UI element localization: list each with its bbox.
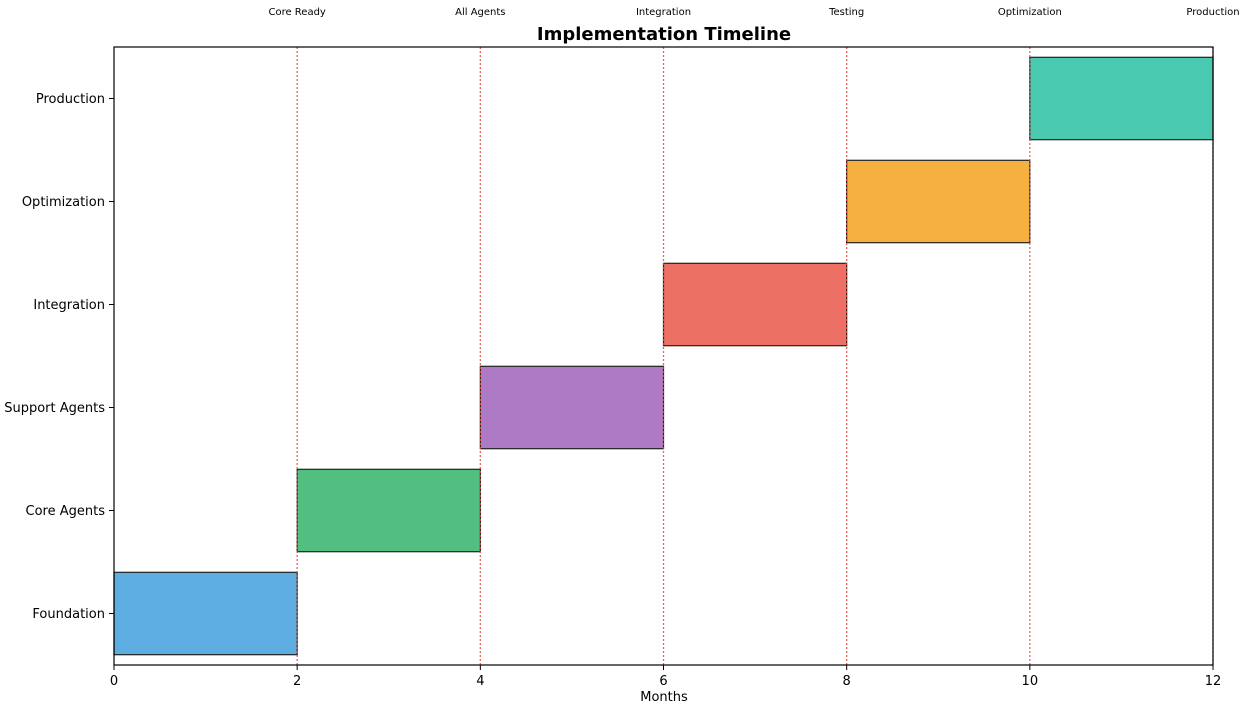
y-tick-label-production: Production: [36, 92, 105, 107]
milestone-label-optimization: Optimization: [998, 7, 1062, 18]
bar-production: [1029, 56, 1214, 141]
x-tick-label: 6: [659, 674, 667, 689]
plot-area: Core Ready All Agents Integration Testing Op…: [4, 7, 1239, 689]
x-axis-label: Months: [640, 690, 688, 705]
bar-core-agents: [296, 468, 481, 553]
x-tick-label: 10: [1022, 674, 1039, 689]
bar-integration: [662, 262, 848, 347]
x-tick-label: 8: [843, 674, 851, 689]
x-tick-label: 12: [1205, 674, 1222, 689]
bar-optimization: [846, 159, 1031, 244]
bar-foundation: [113, 571, 298, 656]
y-tick-label-foundation: Foundation: [32, 607, 105, 622]
y-tick-label-integration: Integration: [33, 298, 105, 313]
y-tick-label-support-agents: Support Agents: [4, 401, 105, 416]
y-tick-label-core-agents: Core Agents: [26, 504, 106, 519]
chart-title: Implementation Timeline: [537, 24, 791, 45]
x-tick-label: 0: [110, 674, 118, 689]
bar-support-agents: [479, 365, 665, 450]
milestone-label-all-agents: All Agents: [455, 7, 505, 18]
milestone-label-core-ready: Core Ready: [268, 7, 325, 18]
y-tick-label-optimization: Optimization: [22, 195, 105, 210]
x-tick-label: 4: [476, 674, 484, 689]
milestone-label-integration: Integration: [636, 7, 691, 18]
x-tick-label: 2: [293, 674, 301, 689]
milestone-label-production: Production: [1186, 7, 1239, 18]
milestone-label-testing: Testing: [828, 7, 864, 18]
